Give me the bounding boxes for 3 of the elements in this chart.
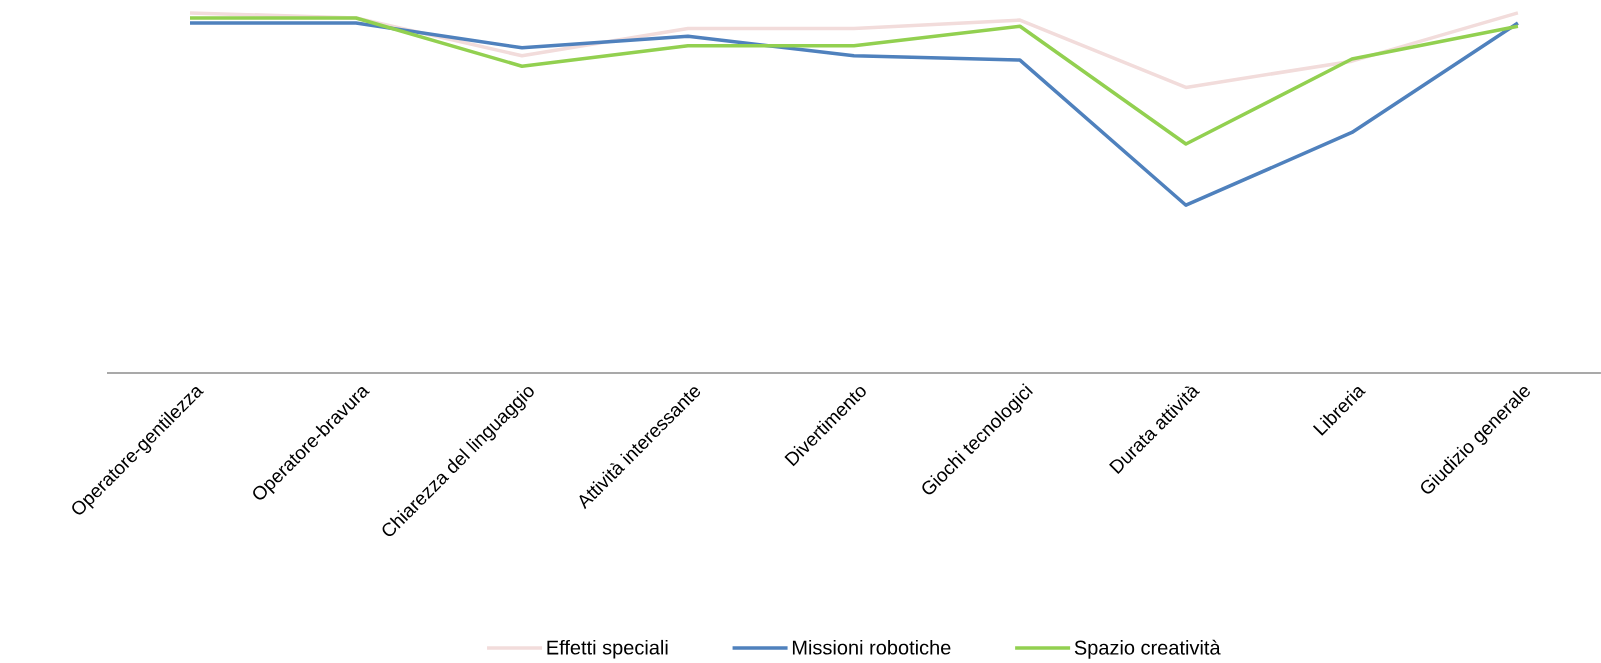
legend-label: Spazio creatività: [1074, 639, 1221, 659]
legend-label: Effetti speciali: [547, 639, 668, 659]
legend-label: Missioni robotiche: [792, 639, 951, 655]
